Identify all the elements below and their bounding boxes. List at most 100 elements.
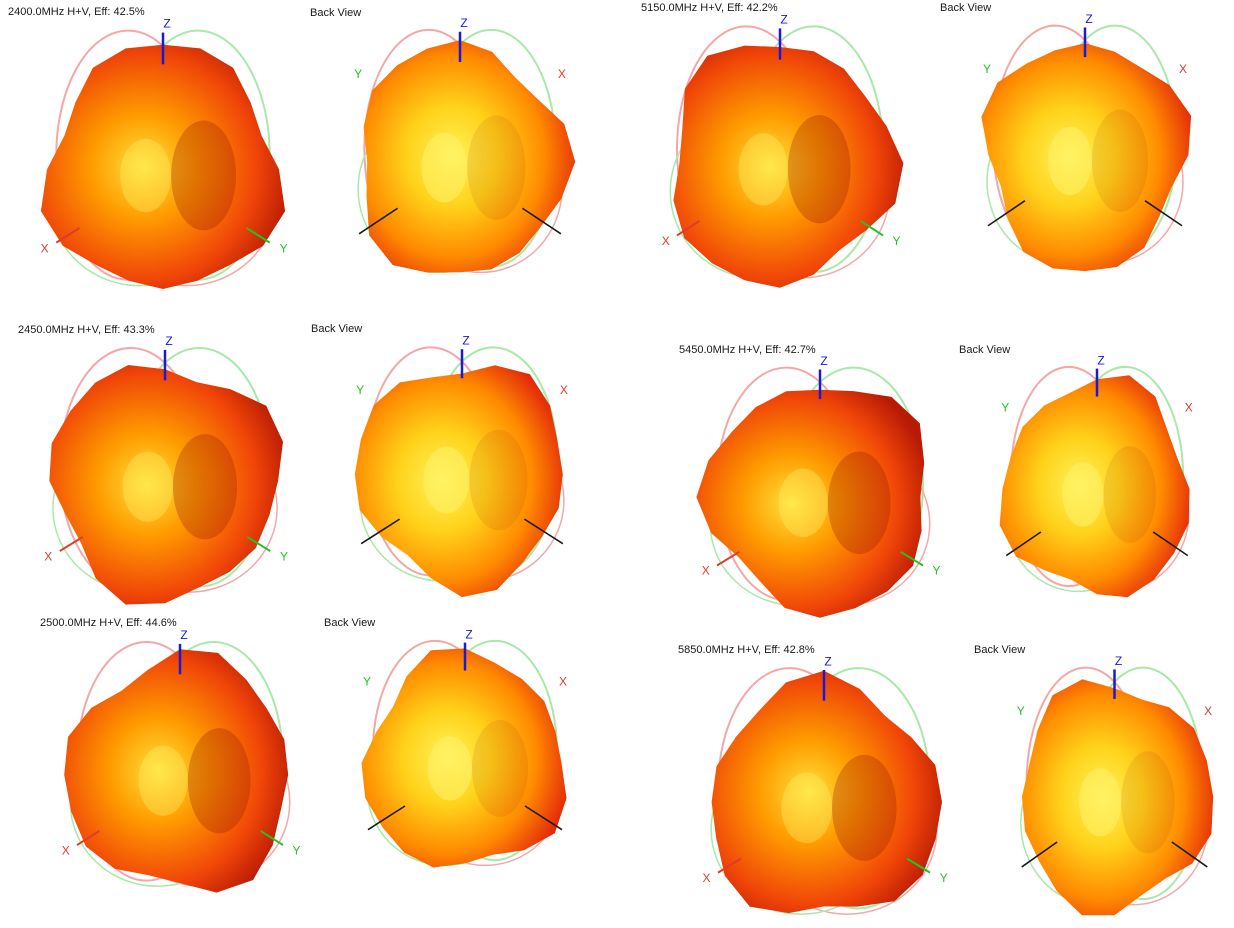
y-axis-label: Y [940, 871, 948, 885]
y-axis-label: Y [983, 62, 991, 76]
radiation-pattern-surface [711, 670, 942, 914]
pattern-title-2500: 2500.0MHz H+V, Eff: 44.6% [40, 617, 177, 629]
x-axis-label: X [560, 383, 568, 397]
shading [171, 120, 237, 231]
pattern-back-5850: Z Y X [1017, 654, 1214, 916]
pattern-title-5850: 5850.0MHz H+V, Eff: 42.8% [678, 644, 815, 656]
highlight [138, 745, 188, 816]
y-axis-label: Y [1001, 401, 1009, 415]
radiation-pattern-surface [64, 649, 289, 893]
shading [187, 728, 251, 834]
z-axis-label: Z [820, 354, 827, 368]
y-axis-label: Y [932, 564, 940, 578]
back-axis-line [367, 805, 406, 831]
z-axis-label: Z [1097, 353, 1104, 367]
pattern-back-2450: Z Y X [354, 334, 568, 598]
x-axis-label: X [558, 67, 566, 81]
highlight [428, 736, 472, 801]
x-axis-label: X [1204, 704, 1212, 718]
x-axis-line [55, 227, 81, 244]
highlight [120, 138, 172, 213]
x-axis-label: X [44, 549, 52, 563]
pattern-front-2450: Z X Y [44, 334, 288, 605]
x-axis-line [716, 550, 740, 567]
y-axis-line [246, 536, 271, 552]
radiation-pattern-surface [673, 45, 904, 288]
z-axis-label: Z [163, 17, 170, 31]
y-axis-line [906, 857, 931, 874]
back-axis-line [1144, 200, 1183, 227]
back-view-title-5450: Back View [959, 344, 1011, 356]
back-axis-line [358, 207, 399, 235]
radiation-pattern-surface [49, 365, 283, 605]
pattern-title-5450: 5450.0MHz H+V, Eff: 42.7% [679, 344, 816, 356]
shading [467, 115, 526, 220]
x-axis-label: X [1185, 401, 1193, 415]
back-axis-line [521, 207, 562, 235]
back-axis-line [1021, 841, 1058, 868]
y-axis-label: Y [292, 843, 300, 857]
z-axis-label: Z [824, 654, 831, 668]
back-axis-line [987, 200, 1026, 227]
x-axis-label: X [662, 234, 670, 248]
pattern-front-5850: Z X Y [702, 654, 948, 915]
pattern-back-2500: Z Y X [361, 627, 567, 868]
back-axis-line [1005, 531, 1042, 557]
x-axis-label: X [702, 871, 710, 885]
highlight [1062, 462, 1104, 527]
shading [1103, 446, 1156, 543]
y-axis-label: Y [892, 234, 900, 248]
back-axis-line [523, 518, 564, 545]
x-axis-line [717, 857, 742, 874]
pattern-back-5150: Z Y X [981, 12, 1192, 272]
back-axis-line [524, 805, 563, 831]
z-axis-label: Z [1085, 12, 1092, 26]
pattern-front-2400: Z X Y [40, 17, 288, 289]
x-axis-line [76, 830, 100, 846]
y-axis-label: Y [363, 675, 371, 689]
y-axis-label: Y [280, 241, 288, 255]
pattern-front-2500: Z X Y [62, 628, 300, 893]
pattern-front-5150: Z X Y [662, 13, 904, 288]
back-view-title-2450: Back View [311, 323, 363, 335]
back-view-title-2500: Back View [324, 617, 376, 629]
back-view-title-2400: Back View [310, 7, 362, 19]
y-axis-line [260, 830, 284, 846]
x-axis-label: X [1179, 62, 1187, 76]
y-axis-label: Y [1017, 704, 1025, 718]
shading [832, 754, 897, 861]
back-view-title-5150: Back View [940, 2, 992, 14]
pattern-back-5450: Z Y X [999, 353, 1193, 598]
x-axis-label: X [41, 241, 49, 255]
pattern-title-2450: 2450.0MHz H+V, Eff: 43.3% [18, 324, 155, 336]
back-axis-line [1171, 841, 1208, 868]
y-axis-label: Y [280, 549, 288, 563]
z-axis-label: Z [460, 16, 467, 30]
back-axis-line [1152, 531, 1189, 557]
radiation-pattern-surface [363, 40, 576, 273]
back-axis-line [360, 518, 401, 545]
z-axis-label: Z [1115, 654, 1122, 668]
highlight [781, 772, 833, 844]
highlight [421, 132, 468, 203]
radiation-pattern-surface [40, 44, 286, 289]
z-axis-label: Z [780, 13, 787, 27]
y-axis-label: Y [356, 383, 364, 397]
y-axis-label: Y [354, 67, 362, 81]
shading [1092, 109, 1148, 213]
y-axis-line [245, 227, 271, 244]
pattern-back-2400: Z Y X [354, 16, 576, 274]
x-axis-label: X [559, 675, 567, 689]
highlight [778, 468, 828, 537]
pattern-front-5450: Z X Y [696, 354, 940, 618]
z-axis-label: Z [180, 628, 187, 642]
z-axis-label: Z [465, 627, 472, 641]
highlight [1048, 126, 1092, 195]
highlight [122, 451, 174, 522]
pattern-title-2400: 2400.0MHz H+V, Eff: 42.5% [8, 6, 145, 18]
x-axis-line [676, 220, 700, 237]
shading [173, 434, 238, 540]
y-axis-line [860, 220, 884, 237]
highlight [423, 446, 470, 514]
highlight [738, 133, 788, 206]
